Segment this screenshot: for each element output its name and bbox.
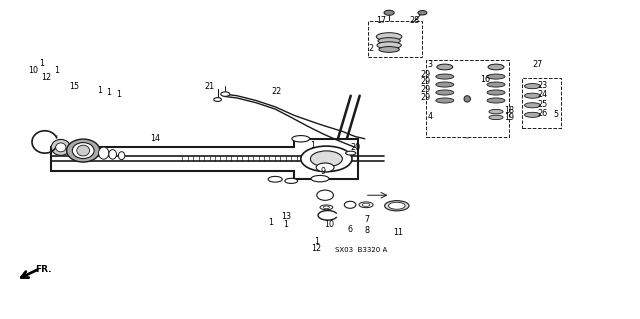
Text: 1: 1 bbox=[310, 141, 315, 150]
Text: 12: 12 bbox=[41, 73, 51, 82]
Ellipse shape bbox=[77, 145, 90, 156]
Text: 1: 1 bbox=[116, 90, 121, 99]
Ellipse shape bbox=[436, 98, 454, 103]
Ellipse shape bbox=[376, 33, 402, 41]
Text: 14: 14 bbox=[150, 134, 160, 143]
Ellipse shape bbox=[118, 152, 125, 160]
Ellipse shape bbox=[379, 47, 399, 52]
Text: 6: 6 bbox=[348, 225, 353, 234]
Ellipse shape bbox=[385, 201, 409, 211]
Ellipse shape bbox=[487, 82, 505, 87]
Text: 2: 2 bbox=[369, 44, 374, 53]
Text: SX03  B3320 A: SX03 B3320 A bbox=[335, 248, 388, 253]
Bar bbox=[522, 78, 561, 128]
Text: 8: 8 bbox=[365, 226, 370, 235]
Text: 23: 23 bbox=[538, 81, 548, 90]
Text: 28: 28 bbox=[410, 16, 420, 25]
Ellipse shape bbox=[72, 143, 94, 159]
Text: 26: 26 bbox=[538, 109, 548, 118]
Text: 27: 27 bbox=[532, 60, 543, 69]
Ellipse shape bbox=[489, 109, 503, 114]
Text: 3: 3 bbox=[428, 60, 433, 69]
Ellipse shape bbox=[436, 82, 454, 87]
Text: 1: 1 bbox=[39, 59, 44, 68]
Ellipse shape bbox=[377, 42, 401, 49]
Text: 29: 29 bbox=[420, 78, 431, 86]
Circle shape bbox=[221, 92, 230, 96]
Text: 29: 29 bbox=[420, 70, 431, 78]
Ellipse shape bbox=[109, 150, 116, 159]
Text: 13: 13 bbox=[281, 212, 291, 221]
Text: 1: 1 bbox=[106, 88, 111, 97]
Text: 7: 7 bbox=[365, 215, 370, 224]
Ellipse shape bbox=[487, 74, 505, 79]
Ellipse shape bbox=[436, 64, 453, 70]
Circle shape bbox=[310, 151, 342, 167]
Circle shape bbox=[316, 163, 334, 172]
Ellipse shape bbox=[56, 143, 66, 152]
Text: 24: 24 bbox=[538, 90, 548, 99]
Text: 18: 18 bbox=[504, 106, 514, 115]
Ellipse shape bbox=[487, 98, 505, 103]
Text: 29: 29 bbox=[420, 85, 431, 94]
Text: 21: 21 bbox=[205, 82, 215, 91]
Ellipse shape bbox=[323, 206, 330, 209]
Text: 10: 10 bbox=[324, 220, 335, 229]
Text: 16: 16 bbox=[480, 75, 490, 84]
Text: 1: 1 bbox=[97, 86, 102, 95]
Circle shape bbox=[384, 10, 394, 15]
Circle shape bbox=[301, 146, 352, 172]
Ellipse shape bbox=[436, 90, 454, 95]
Text: 11: 11 bbox=[393, 228, 403, 237]
Text: 12: 12 bbox=[311, 244, 321, 253]
Ellipse shape bbox=[388, 202, 405, 209]
Ellipse shape bbox=[99, 147, 109, 159]
Ellipse shape bbox=[320, 205, 333, 210]
Text: FR.: FR. bbox=[35, 265, 52, 274]
Ellipse shape bbox=[378, 38, 401, 44]
Ellipse shape bbox=[525, 93, 540, 98]
Ellipse shape bbox=[525, 84, 540, 89]
Ellipse shape bbox=[67, 139, 100, 162]
Text: 20: 20 bbox=[350, 143, 360, 152]
Ellipse shape bbox=[344, 201, 356, 208]
Ellipse shape bbox=[311, 175, 329, 182]
Circle shape bbox=[418, 11, 427, 15]
Text: 1: 1 bbox=[314, 237, 319, 246]
Text: 1: 1 bbox=[54, 66, 59, 75]
Ellipse shape bbox=[488, 64, 504, 70]
Bar bbox=[368, 21, 422, 57]
Text: 22: 22 bbox=[271, 87, 282, 96]
Text: 17: 17 bbox=[376, 16, 387, 25]
Text: 10: 10 bbox=[28, 66, 38, 75]
Ellipse shape bbox=[487, 90, 505, 95]
Ellipse shape bbox=[285, 178, 298, 183]
Text: 5: 5 bbox=[553, 110, 558, 119]
Text: 25: 25 bbox=[538, 100, 548, 109]
Ellipse shape bbox=[436, 74, 454, 79]
Text: 1: 1 bbox=[268, 218, 273, 227]
Ellipse shape bbox=[292, 136, 310, 142]
Ellipse shape bbox=[359, 202, 373, 208]
Text: 19: 19 bbox=[504, 113, 514, 122]
Ellipse shape bbox=[51, 139, 70, 155]
Text: 1: 1 bbox=[284, 220, 289, 229]
Ellipse shape bbox=[464, 96, 470, 102]
Ellipse shape bbox=[525, 112, 540, 117]
Ellipse shape bbox=[362, 203, 370, 206]
Bar bbox=[426, 60, 509, 137]
Ellipse shape bbox=[317, 190, 333, 200]
Ellipse shape bbox=[346, 151, 356, 155]
Ellipse shape bbox=[268, 176, 282, 182]
Text: 29: 29 bbox=[420, 93, 431, 102]
Ellipse shape bbox=[489, 115, 503, 120]
Ellipse shape bbox=[525, 103, 540, 108]
Text: 9: 9 bbox=[321, 167, 326, 176]
Text: 4: 4 bbox=[428, 112, 433, 121]
Text: 15: 15 bbox=[69, 82, 79, 91]
Circle shape bbox=[214, 98, 221, 101]
